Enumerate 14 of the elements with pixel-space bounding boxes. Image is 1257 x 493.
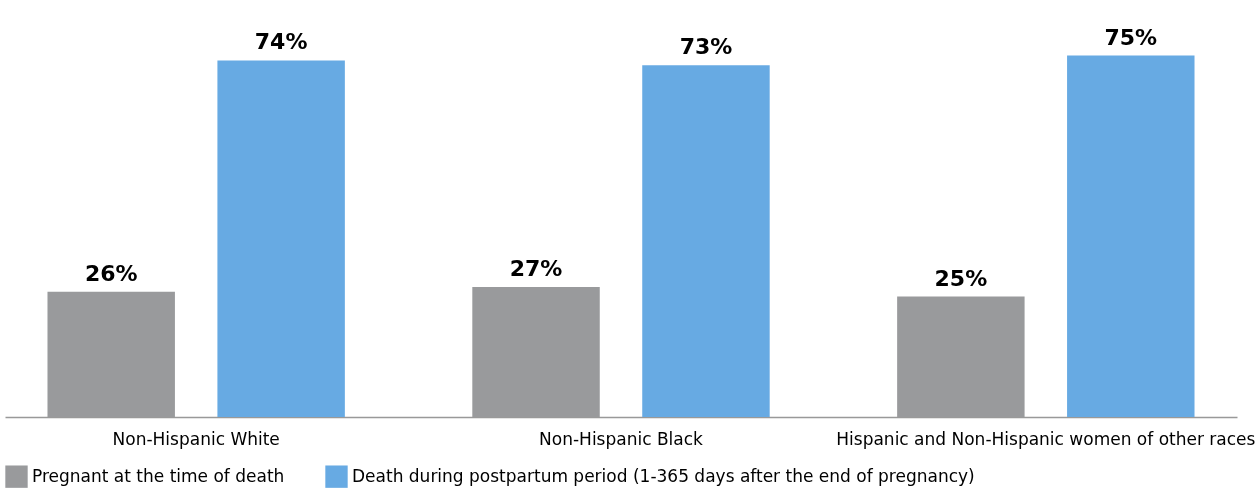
bar <box>1067 55 1195 417</box>
legend-label: Pregnant at the time of death <box>32 465 285 486</box>
bar <box>217 60 345 417</box>
data-label: 27% <box>509 255 563 281</box>
x-tick-label: Non-Hispanic White <box>112 428 280 449</box>
data-label: 73% <box>679 34 733 60</box>
x-tick-label: Hispanic and Non-Hispanic women of other races <box>836 428 1256 449</box>
legend-label: Death during postpartum period (1-365 days after the end of pregnancy) <box>352 465 975 486</box>
data-label: 26% <box>84 260 138 286</box>
data-label: 75% <box>1104 24 1158 50</box>
bar <box>642 65 770 417</box>
data-label: 25% <box>934 265 988 291</box>
data-label: 74% <box>254 29 308 55</box>
x-tick-label: Non-Hispanic Black <box>539 428 704 449</box>
